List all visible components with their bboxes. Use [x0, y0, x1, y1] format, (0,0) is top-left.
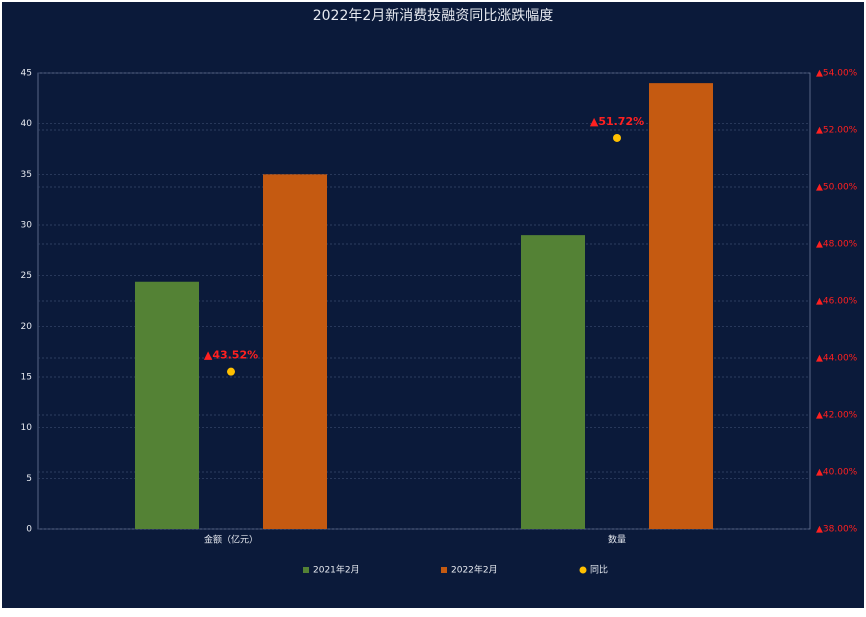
y-tick-label: 35 [21, 170, 32, 180]
legend-marker [303, 567, 309, 573]
dot [227, 367, 235, 376]
x-tick-label: 数量 [608, 534, 626, 546]
chart-title: 2022年2月新消费投融资同比涨跌幅度 [313, 8, 554, 24]
y-tick-label: 20 [21, 322, 33, 332]
y2-tick-label: ▲52.00% [816, 126, 858, 136]
bar [135, 281, 199, 529]
y2-tick-label: ▲48.00% [816, 240, 858, 250]
y2-tick-label: ▲54.00% [816, 69, 858, 79]
y-tick-label: 15 [21, 373, 32, 383]
dot [613, 133, 621, 142]
y2-tick-label: ▲38.00% [816, 525, 858, 535]
y-tick-label: 5 [26, 474, 32, 484]
x-tick-label: 金额（亿元） [204, 534, 258, 546]
y-tick-label: 10 [21, 423, 33, 433]
y-tick-label: 30 [21, 221, 33, 231]
bar [263, 174, 327, 530]
y-tick-label: 25 [21, 271, 32, 281]
y2-tick-label: ▲50.00% [816, 183, 858, 193]
bar [521, 235, 585, 529]
y-tick-label: 40 [21, 119, 33, 129]
y-tick-label: 0 [26, 525, 32, 535]
bar [649, 83, 713, 529]
legend-label: 同比 [590, 564, 608, 576]
chart-background [2, 2, 864, 608]
y2-tick-label: ▲44.00% [816, 354, 858, 364]
legend-label: 2021年2月 [313, 564, 360, 576]
legend-marker [579, 566, 587, 574]
data-label: ▲43.52% [204, 349, 258, 362]
y-tick-label: 45 [21, 69, 32, 79]
legend-label: 2022年2月 [451, 564, 498, 576]
y2-tick-label: ▲42.00% [816, 411, 858, 421]
legend-marker [441, 567, 447, 573]
y2-tick-label: ▲46.00% [816, 297, 858, 307]
y2-tick-label: ▲40.00% [816, 468, 858, 478]
data-label: ▲51.72% [590, 115, 644, 128]
